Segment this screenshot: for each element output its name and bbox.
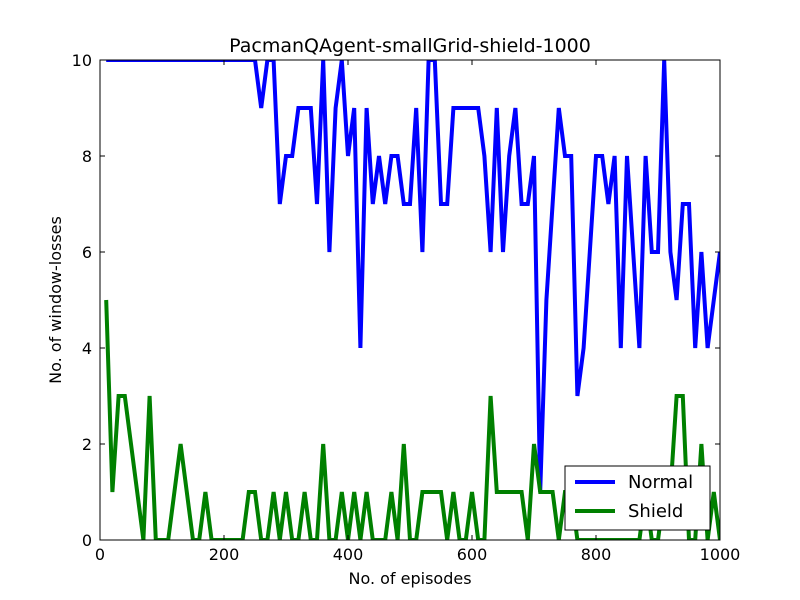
series-line-normal [106, 60, 720, 493]
x-tick-label: 0 [95, 545, 105, 564]
x-axis-label: No. of episodes [348, 569, 471, 588]
series-line-shield [104, 299, 720, 540]
x-tick-label: 400 [333, 545, 364, 564]
x-tick-label: 1000 [700, 545, 741, 564]
legend-label-normal: Normal [628, 472, 693, 493]
y-tick-label: 8 [82, 147, 92, 166]
x-tick-label: 200 [209, 545, 240, 564]
legend-label-shield: Shield [628, 501, 683, 522]
legend: Normal Shield [564, 465, 711, 531]
x-tick-label: 800 [581, 545, 612, 564]
y-tick-label: 6 [82, 243, 92, 262]
chart-title: PacmanQAgent-smallGrid-shield-1000 [229, 35, 591, 57]
y-tick-label: 0 [82, 531, 92, 550]
y-tick-label: 4 [82, 339, 92, 358]
plot-frame [99, 59, 721, 541]
legend-box [564, 465, 711, 531]
ticks-layer: 0 200 400 600 800 1000 0 2 4 6 8 10 [72, 51, 741, 564]
series-layer [104, 60, 720, 540]
y-tick-label: 10 [72, 51, 92, 70]
y-axis-label: No. of window-losses [46, 216, 65, 384]
y-tick-label: 2 [82, 435, 92, 454]
x-tick-label: 600 [457, 545, 488, 564]
